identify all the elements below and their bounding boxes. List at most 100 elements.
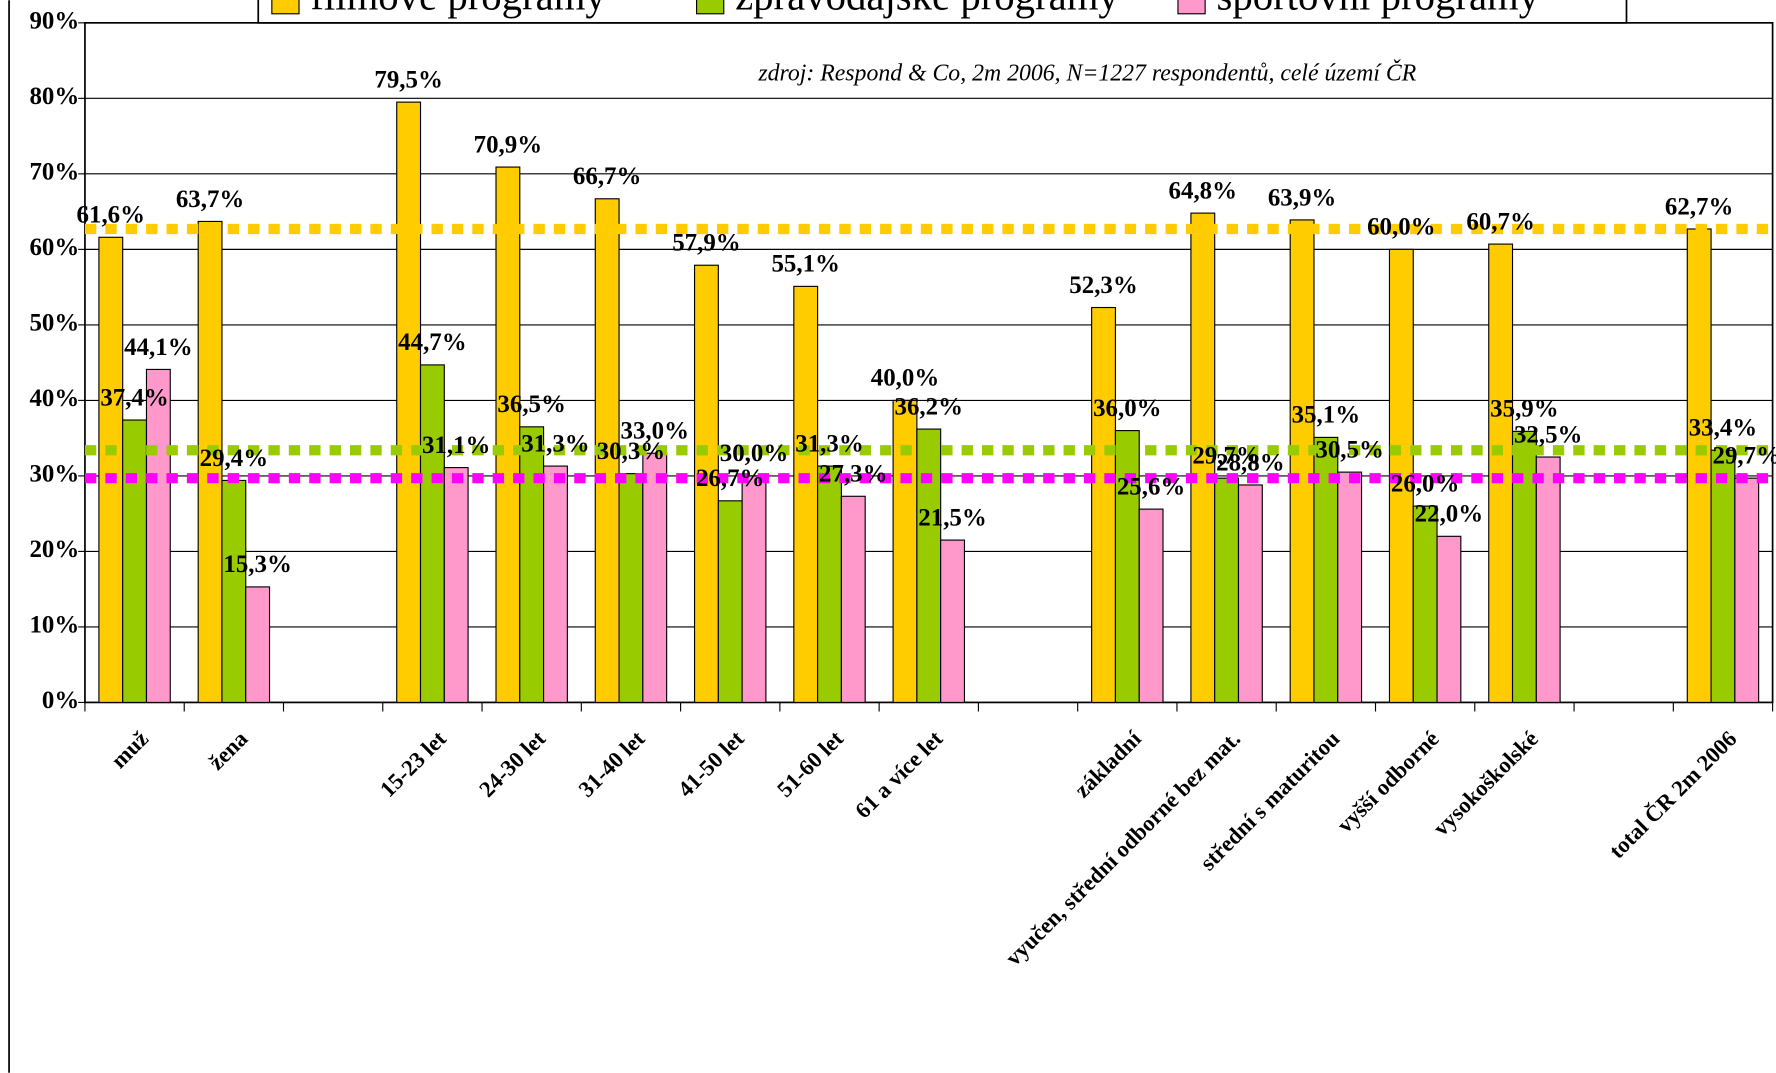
legend-swatch: [271, 0, 300, 15]
value-label: 63,9%: [1268, 184, 1337, 211]
bar: [197, 220, 223, 703]
bar: [940, 539, 966, 703]
bar: [396, 101, 422, 703]
bar: [122, 419, 148, 703]
value-label: 35,1%: [1292, 402, 1360, 429]
value-label: 25,6%: [1117, 473, 1186, 500]
y-tick-label: 10%: [29, 612, 79, 639]
chart-subtitle: zdroj: Respond & Co, 2m 2006, N=1227 res…: [757, 59, 1416, 86]
value-label: 57,9%: [672, 230, 741, 257]
bar: [1091, 306, 1116, 703]
value-label: 30,0%: [720, 440, 789, 467]
legend-swatch: [1177, 0, 1206, 15]
y-tick-label: 40%: [29, 385, 79, 412]
bar: [1436, 535, 1462, 704]
bar: [1710, 449, 1736, 704]
bar: [519, 426, 545, 703]
y-tick-label: 50%: [29, 310, 79, 337]
bar: [1214, 477, 1240, 703]
bar: [1114, 430, 1140, 704]
bar: [543, 465, 568, 704]
value-label: 36,2%: [895, 393, 964, 420]
value-label: 22,0%: [1415, 501, 1483, 528]
value-label: 70,9%: [474, 131, 543, 158]
value-label: 31,3%: [521, 430, 590, 457]
bar: [1686, 228, 1712, 703]
bar: [693, 264, 719, 703]
value-label: 27,3%: [819, 461, 888, 488]
bar: [1289, 219, 1315, 703]
y-tick-label: 30%: [29, 461, 79, 488]
y-tick-label: 70%: [29, 159, 79, 186]
value-label: 29,7%: [1713, 442, 1776, 469]
bar: [916, 428, 942, 703]
value-label: 21,5%: [918, 504, 987, 531]
value-label: 63,7%: [176, 186, 245, 213]
bar: [145, 368, 171, 704]
value-label: 61,6%: [77, 202, 146, 229]
value-label: 44,1%: [124, 334, 192, 361]
value-label: 36,5%: [497, 391, 565, 418]
value-label: 29,7%: [1192, 442, 1261, 469]
value-label: 30,5%: [1315, 436, 1384, 463]
bar: [741, 475, 767, 703]
value-label: 30,3%: [597, 438, 666, 465]
value-label: 31,3%: [795, 430, 864, 457]
bar: [245, 586, 271, 703]
legend-swatch: [696, 0, 725, 15]
bar: [1138, 508, 1164, 704]
legend-label: filmové programy: [310, 0, 606, 19]
value-label: 44,7%: [398, 329, 467, 356]
bar: [1511, 430, 1537, 703]
value-label: 33,0%: [620, 418, 689, 445]
value-label: 79,5%: [374, 66, 443, 93]
legend-label: zpravodajské programy: [735, 0, 1119, 19]
bar: [1535, 456, 1561, 704]
value-label: 66,7%: [573, 163, 641, 190]
value-label: 15,3%: [223, 551, 292, 578]
value-label: 28,8%: [1216, 449, 1284, 476]
value-label: 31,1%: [422, 432, 491, 459]
legend-box: [257, 0, 1628, 24]
bar: [817, 465, 842, 704]
y-tick-label: 90%: [29, 8, 79, 35]
value-label: 40,0%: [871, 365, 940, 392]
bar: [793, 285, 819, 704]
value-label: 35,9%: [1490, 396, 1558, 423]
value-label: 62,7%: [1665, 193, 1734, 220]
y-tick-label: 60%: [29, 234, 79, 261]
bar: [495, 166, 521, 703]
bar: [98, 236, 124, 703]
bar: [840, 495, 866, 704]
value-label: 64,8%: [1169, 177, 1237, 204]
value-label: 32,5%: [1514, 421, 1583, 448]
bar: [221, 479, 247, 704]
value-label: 26,7%: [696, 465, 765, 492]
bar: [1237, 484, 1263, 703]
value-label: 29,4%: [200, 445, 269, 472]
bar: [419, 364, 445, 703]
y-tick-label: 20%: [29, 536, 79, 563]
bar: [1190, 212, 1216, 704]
bar: [1412, 505, 1438, 703]
bar: [642, 452, 668, 703]
bar: [443, 467, 469, 703]
bar: [1337, 471, 1363, 703]
legend-label: sportovní programy: [1216, 0, 1539, 19]
value-label: 52,3%: [1069, 272, 1138, 299]
bar: [717, 500, 743, 703]
y-tick-label: 80%: [29, 83, 79, 110]
value-label: 36,0%: [1093, 395, 1162, 422]
bar: [1734, 477, 1760, 703]
y-tick-label: 0%: [42, 687, 79, 714]
value-label: 55,1%: [771, 251, 840, 278]
value-label: 33,4%: [1689, 415, 1757, 442]
bar: [618, 473, 644, 703]
value-label: 60,7%: [1466, 208, 1535, 235]
legend: filmové programy zpravodajské programy spo…: [257, 0, 1628, 24]
value-label: 26,0%: [1391, 470, 1460, 497]
value-label: 37,4%: [100, 384, 168, 411]
value-label: 60,0%: [1367, 214, 1435, 241]
